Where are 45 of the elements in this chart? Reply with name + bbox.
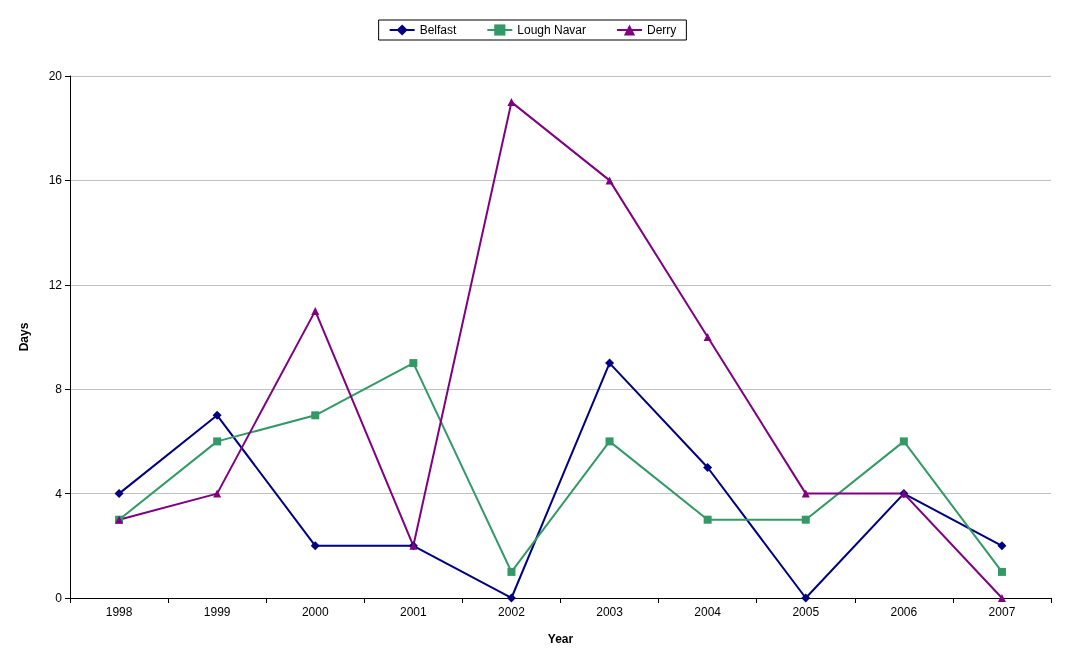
point: [507, 567, 516, 576]
x-tick-label: 2006: [890, 605, 918, 619]
point: [605, 358, 615, 368]
x-tick-label: 2002: [498, 605, 526, 619]
point: [899, 437, 908, 446]
x-tick-label: 2001: [400, 605, 428, 619]
point: [311, 306, 320, 315]
x-tick-label: 2005: [792, 605, 820, 619]
x-tick-label: 1999: [203, 605, 231, 619]
point: [213, 489, 222, 498]
point: [213, 437, 222, 446]
point: [997, 541, 1007, 551]
y-axis-title: Days: [17, 322, 31, 352]
point: [212, 410, 222, 420]
y-tick-label: 4: [55, 486, 63, 501]
point: [311, 411, 320, 420]
y-tick-label: 20: [48, 69, 63, 83]
point: [801, 515, 810, 524]
legend-label: Lough Navar: [517, 23, 587, 37]
point: [703, 463, 713, 472]
point: [801, 489, 810, 498]
point: [997, 567, 1006, 576]
point: [310, 541, 320, 551]
x-tick-label: 1998: [105, 605, 133, 619]
y-tick-label: 12: [48, 277, 63, 292]
y-tick-label: 8: [55, 382, 63, 397]
y-tick-label: 0: [55, 591, 63, 605]
legend-label: Belfast: [419, 23, 457, 37]
point: [997, 594, 1006, 602]
x-tick-label: 2000: [301, 605, 329, 619]
point: [506, 593, 516, 603]
x-tick-label: 2004: [694, 605, 722, 619]
legend-label: Derry: [647, 23, 677, 37]
point: [703, 333, 712, 341]
x-tick-label: 2007: [988, 605, 1016, 619]
point: [801, 593, 811, 603]
x-tick-label: 2003: [596, 605, 624, 619]
point: [605, 437, 614, 446]
point: [507, 98, 516, 107]
y-tick-label: 16: [48, 173, 63, 188]
point: [703, 515, 712, 524]
point: [605, 176, 614, 185]
point: [114, 489, 124, 499]
x-axis-title: Year: [547, 632, 574, 646]
point: [409, 359, 418, 368]
